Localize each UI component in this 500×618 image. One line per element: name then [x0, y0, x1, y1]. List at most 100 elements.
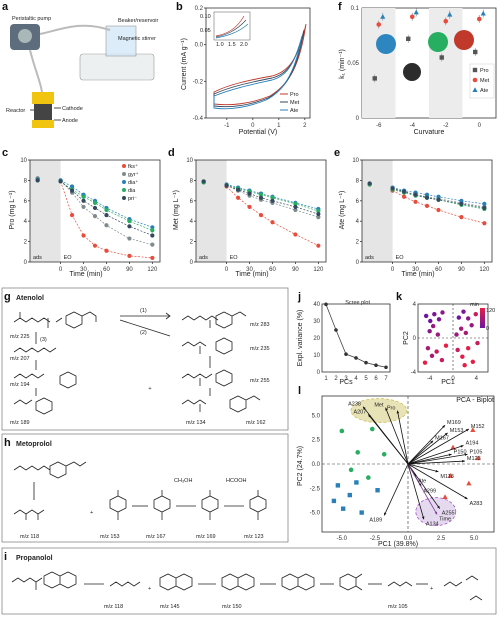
ytick-label-c: 2: [24, 240, 28, 246]
ylabel-c: Pro (mg L⁻¹): [9, 190, 16, 229]
ads-shade-d: [196, 160, 227, 262]
magnetic-stirrer-shape: [79, 53, 155, 81]
tubing-2: [29, 49, 43, 93]
xtick-label-j: 4: [354, 376, 358, 382]
loading-vector: [385, 407, 409, 465]
ads-shade-c: [30, 160, 61, 262]
data-point-c: [69, 188, 75, 193]
loading-label: M123: [467, 456, 481, 462]
loading-arrowhead: [444, 432, 448, 436]
xtick-label-l: 0.0: [404, 536, 413, 542]
scree-point: [324, 302, 328, 307]
loading-vector: [407, 463, 438, 515]
reactor-bottom: [32, 120, 54, 128]
data-point-e: [459, 198, 464, 203]
loading-arrowhead: [384, 512, 387, 516]
xtick-label-b: 0: [251, 123, 255, 129]
xtick-label-j: 7: [384, 376, 388, 382]
pca-score-point: [463, 330, 469, 336]
data-point-d: [258, 212, 264, 218]
marker-f-met: [409, 14, 415, 20]
panel-g-frame: [1, 287, 289, 431]
xtick-label-b: -1: [224, 123, 230, 129]
xlabel-c: Time (min): [69, 271, 102, 278]
loading-label: A134: [426, 521, 439, 527]
loading-vector: [407, 445, 464, 465]
mz-i-105: m/z 105: [388, 604, 408, 610]
biplot-score-met: [369, 426, 375, 432]
title-biplot: PCA - Biplot: [456, 397, 494, 404]
biplot-score-pro: [470, 427, 476, 432]
panel-label-f: f: [338, 1, 342, 13]
marker-f-met: [476, 16, 482, 22]
biplot-score-met: [381, 451, 387, 457]
marker-f-pro: [439, 55, 444, 60]
inset-curve-pro: [215, 15, 245, 37]
molecule-metoprolol: [13, 461, 87, 479]
xlabel-k: PC1: [441, 379, 455, 386]
mz-i-145: m/z 145: [160, 604, 180, 610]
loading-arrowhead: [437, 505, 440, 509]
step-2-label: (2): [140, 330, 147, 336]
marker-f-met: [443, 18, 449, 24]
inset-ytick-2: 0.05: [200, 28, 211, 34]
data-point-c: [104, 212, 109, 218]
data-point-d: [293, 204, 298, 210]
pca-score-point: [429, 353, 435, 359]
legend-marker-c: [122, 196, 126, 200]
surface-red-icon: [454, 30, 474, 50]
loading-vector: [407, 463, 441, 509]
ticks-b: -1 0 1 2 -0.4 -0.2 0.0 0.2: [193, 6, 307, 129]
pca-score-point: [455, 347, 460, 353]
loading-label: P150: [454, 449, 467, 455]
xtick-label-f: -2: [443, 123, 449, 129]
legend-marker-c: [122, 164, 126, 168]
marker-f-pro: [372, 76, 377, 81]
panel-j: j 0 10 20 30 40 1 2 3 4 5 6 7 Scree plot PCs Expl. …: [297, 291, 391, 386]
surface-green-icon: [428, 32, 448, 52]
data-point-c: [150, 233, 155, 238]
mz-189: m/z 189: [10, 420, 30, 426]
legend-marker-c: [122, 172, 126, 176]
legend-marker-c: [122, 188, 126, 192]
ytick-label-d: 0: [190, 260, 194, 266]
data-point-d: [235, 187, 241, 192]
xtick-label-c: 120: [147, 267, 158, 273]
loading-label: A194: [466, 441, 479, 447]
panel-i: i Propanolol + + m/z 118 m/z 145 m/z 150…: [1, 547, 497, 615]
xtick-label-e: 60: [435, 267, 442, 273]
highlight-ellipse-upper: [350, 398, 408, 423]
data-point-c: [127, 236, 132, 241]
panel-label-i: i: [4, 551, 7, 563]
biplot-score-met: [348, 467, 354, 473]
xtick-label-l: 2.5: [437, 536, 446, 542]
data-point-c: [104, 248, 109, 253]
molecule-i-acids: [443, 575, 483, 601]
data-point-e: [390, 186, 395, 191]
fragment-hcooh: HCOOH: [226, 478, 247, 484]
xtick-label-e: 30: [412, 267, 419, 273]
plus-sign-h: +: [90, 510, 93, 516]
molecule-mz207: [13, 347, 57, 353]
mz-h-169: m/z 169: [196, 534, 216, 540]
colorbar-tick: 0: [486, 326, 489, 332]
pca-score-point: [428, 318, 433, 324]
arrow-step2: [119, 319, 171, 337]
loading-vector: [407, 424, 446, 465]
ytick-label-l: 2.5: [312, 438, 321, 444]
xlabel-j: PCs: [339, 379, 353, 386]
data-point-d: [247, 191, 252, 196]
xtick-label-b: 2: [303, 123, 307, 129]
pca-score-point: [432, 312, 437, 317]
panel-k: k -4 0 4 -4 0 4 min 120 0 PC1 PC2: [396, 291, 495, 386]
mz-235: m/z 235: [250, 346, 270, 352]
axes-frame-c: [29, 159, 161, 263]
legend-label-f-met: Met: [480, 78, 490, 84]
loading-label: M169: [447, 420, 461, 426]
panel-label-e: e: [334, 147, 340, 159]
biplot-score-ate: [340, 506, 346, 511]
legend-marker-f-ate: [472, 87, 478, 92]
loading-label: A207: [353, 409, 366, 415]
biplot-score-met: [366, 475, 371, 480]
